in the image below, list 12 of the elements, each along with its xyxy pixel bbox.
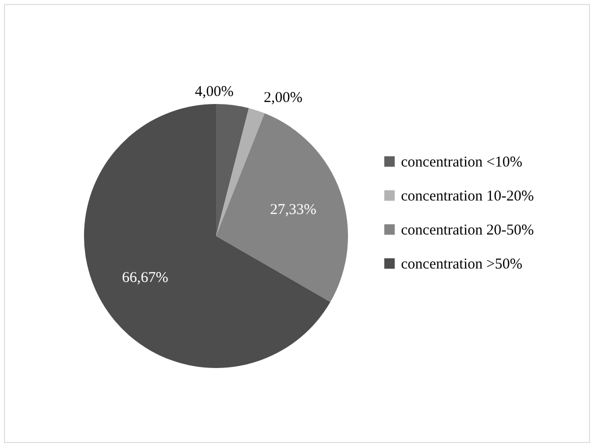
pie-slice: [216, 104, 249, 236]
pie-slice: [216, 113, 348, 302]
data-label: 2,00%: [264, 90, 302, 106]
data-label: 66,67%: [122, 270, 168, 286]
data-label: 4,00%: [194, 84, 234, 100]
legend-label: concentration 20-50%: [401, 222, 534, 238]
data-label: 27,33%: [270, 202, 316, 218]
legend-label: concentration 10-20%: [401, 188, 534, 204]
legend-label: concentration >50%: [401, 256, 522, 272]
legend-label: concentration <10%: [401, 154, 522, 170]
pie-slice: [84, 104, 330, 368]
pie-slice: [216, 108, 265, 236]
